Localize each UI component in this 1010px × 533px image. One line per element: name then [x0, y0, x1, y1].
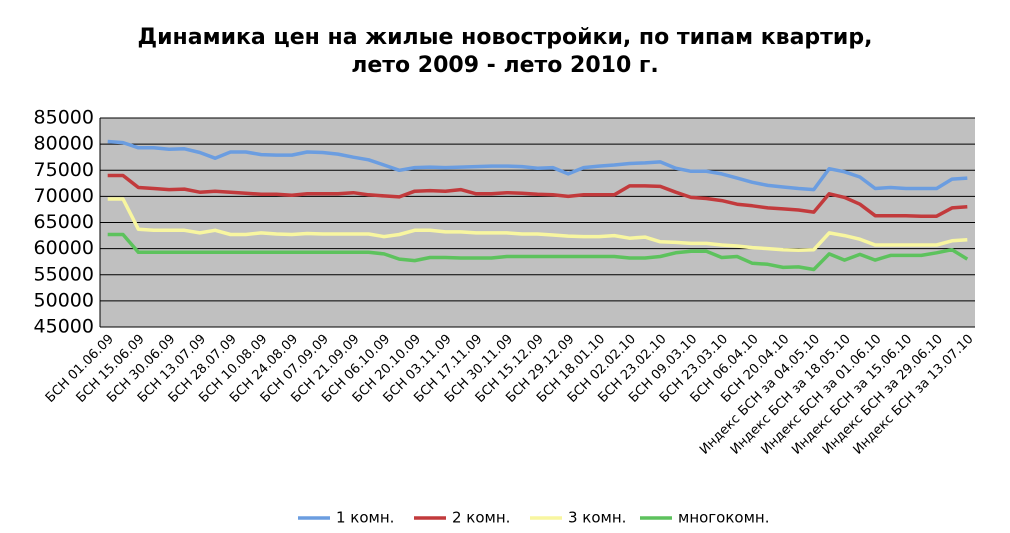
series-line	[107, 197, 968, 252]
y-tick-label: 55000	[34, 263, 94, 285]
series-line	[107, 173, 968, 218]
chart-title: Динамика цен на жилые новостройки, по ти…	[138, 25, 873, 50]
legend-label: многокомн.	[678, 509, 770, 527]
y-tick-label: 50000	[34, 289, 94, 311]
legend-label: 2 комн.	[452, 509, 510, 527]
y-tick-label: 60000	[34, 237, 94, 259]
y-tick-label: 65000	[34, 211, 94, 233]
legend-label: 3 комн.	[568, 509, 626, 527]
chart-title: лето 2009 - лето 2010 г.	[351, 53, 659, 78]
legend-label: 1 комн.	[336, 509, 394, 527]
y-tick-label: 85000	[34, 107, 94, 129]
series-line	[107, 232, 969, 272]
y-tick-label: 45000	[34, 316, 94, 338]
y-tick-label: 80000	[34, 133, 94, 155]
series-line	[107, 139, 968, 192]
y-tick-label: 70000	[34, 185, 94, 207]
y-tick-label: 75000	[34, 159, 94, 181]
